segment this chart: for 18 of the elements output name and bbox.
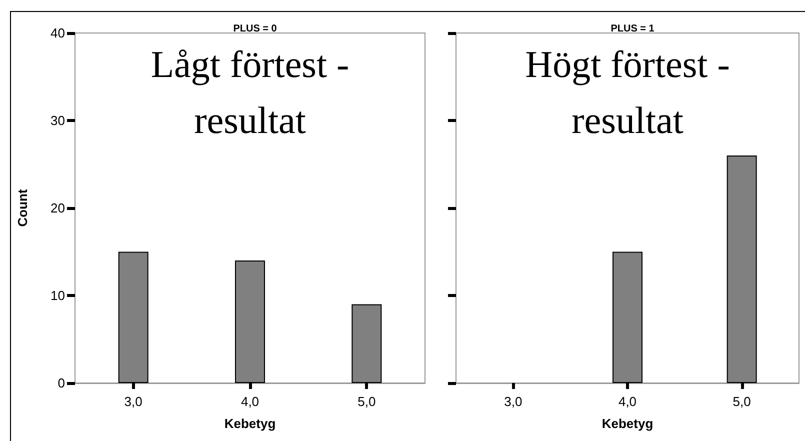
chart-title: PLUS = 1 [610,24,655,34]
y-tick-label: 40 [50,26,65,40]
x-tick-label: 3,0 [124,394,142,409]
x-tick-label: 5,0 [358,394,376,409]
y-axis-title: Count [15,188,30,227]
y-tick-label: 10 [50,288,65,303]
chart-title: PLUS = 0 [233,24,278,34]
x-axis-title: Kebetyg [602,416,654,431]
y-tick-label: 30 [50,113,65,128]
x-tick-label: 4,0 [240,394,260,409]
y-tick-label: 0 [58,376,65,390]
x-axis-title: Kebetyg [224,416,276,431]
x-tick-label: 4,0 [618,394,637,409]
annotation: Lågt förtest - resultat [150,44,350,142]
y-tick-label: 20 [50,200,65,216]
x-tick-label: 3,0 [504,394,522,409]
annotation: Högt förtest - resultat [525,44,730,142]
x-tick-label: 5,0 [732,394,751,409]
